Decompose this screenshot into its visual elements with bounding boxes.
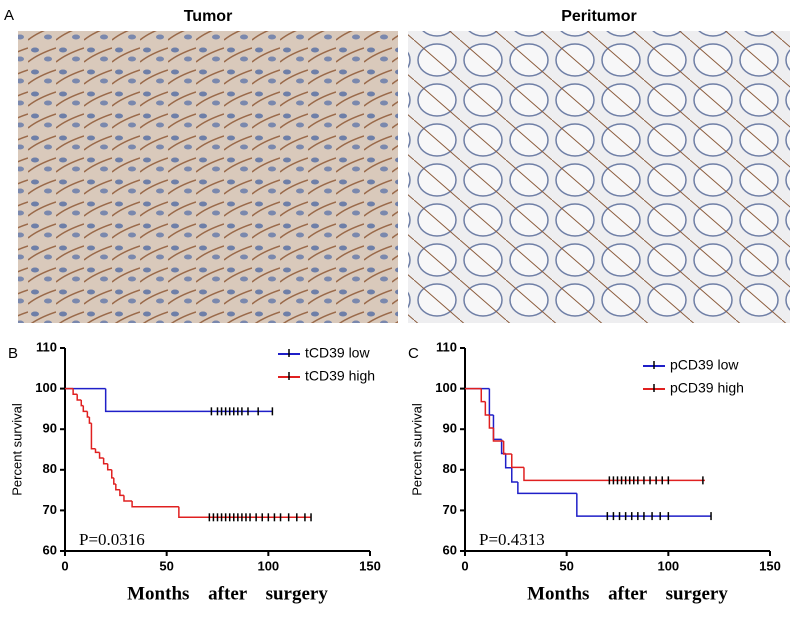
survival-step <box>98 452 104 459</box>
survival-step <box>502 440 512 455</box>
legend-label: tCD39 low <box>305 345 370 361</box>
survival-step <box>504 453 512 469</box>
y-tick-label: 100 <box>35 380 57 395</box>
survival-step <box>80 399 84 407</box>
legend-label: pCD39 low <box>670 357 739 373</box>
survival-step <box>94 448 100 454</box>
survival-step <box>82 405 88 413</box>
survival-step <box>178 506 312 519</box>
survival-step <box>488 388 494 416</box>
y-tick-label: 70 <box>443 502 457 517</box>
image-title: Peritumor <box>561 8 637 25</box>
legend-label: tCD39 high <box>305 368 375 384</box>
survival-step <box>480 388 486 403</box>
panel-label: C <box>408 345 419 362</box>
y-tick-label: 60 <box>443 542 457 557</box>
x-tick-label: 50 <box>559 558 573 573</box>
panel-label: A <box>4 7 14 24</box>
survival-step <box>492 414 502 441</box>
y-tick-label: 110 <box>36 339 57 354</box>
x-tick-label: 100 <box>257 558 279 573</box>
y-tick-label: 80 <box>43 461 57 476</box>
y-tick-label: 80 <box>443 461 457 476</box>
survival-step <box>72 388 78 396</box>
y-tick-label: 90 <box>43 421 57 436</box>
survival-step <box>113 477 116 485</box>
annotation: P=0.0316 <box>79 530 145 549</box>
panel-label: B <box>8 345 18 362</box>
y-tick-label: 110 <box>436 339 457 354</box>
survival-step <box>488 414 494 429</box>
survival-step <box>484 401 490 416</box>
y-axis-label: Percent survival <box>409 403 424 496</box>
survival-step <box>511 467 518 483</box>
x-axis-label: Months after surgery <box>527 583 728 604</box>
x-tick-label: 0 <box>461 558 468 573</box>
survival-step <box>115 484 120 491</box>
survival-step <box>517 481 577 495</box>
survival-step <box>106 463 112 471</box>
x-tick-label: 100 <box>657 558 679 573</box>
survival-step <box>523 467 705 482</box>
x-tick-label: 50 <box>159 558 173 573</box>
y-tick-label: 90 <box>443 421 457 436</box>
y-tick-label: 60 <box>43 542 57 557</box>
survival-step <box>123 495 133 502</box>
survival-step <box>131 501 179 508</box>
survival-step <box>576 493 712 517</box>
survival-step <box>90 423 96 450</box>
legend-label: pCD39 high <box>670 380 744 396</box>
survival-step <box>88 417 92 424</box>
survival-step <box>76 394 82 401</box>
survival-step <box>111 469 114 479</box>
x-tick-label: 0 <box>61 558 68 573</box>
survival-step <box>102 458 108 465</box>
micrograph <box>408 31 790 323</box>
survival-step <box>492 427 504 442</box>
y-tick-label: 70 <box>43 502 57 517</box>
y-tick-label: 100 <box>435 380 457 395</box>
y-axis-label: Percent survival <box>9 403 24 496</box>
survival-step <box>119 489 124 497</box>
annotation: P=0.4313 <box>479 530 545 549</box>
micrograph <box>18 31 398 323</box>
x-tick-label: 150 <box>759 558 781 573</box>
image-title: Tumor <box>184 8 233 25</box>
x-tick-label: 150 <box>359 558 381 573</box>
survival-step <box>86 411 90 418</box>
survival-step <box>511 453 524 469</box>
x-axis-label: Months after surgery <box>127 583 328 604</box>
